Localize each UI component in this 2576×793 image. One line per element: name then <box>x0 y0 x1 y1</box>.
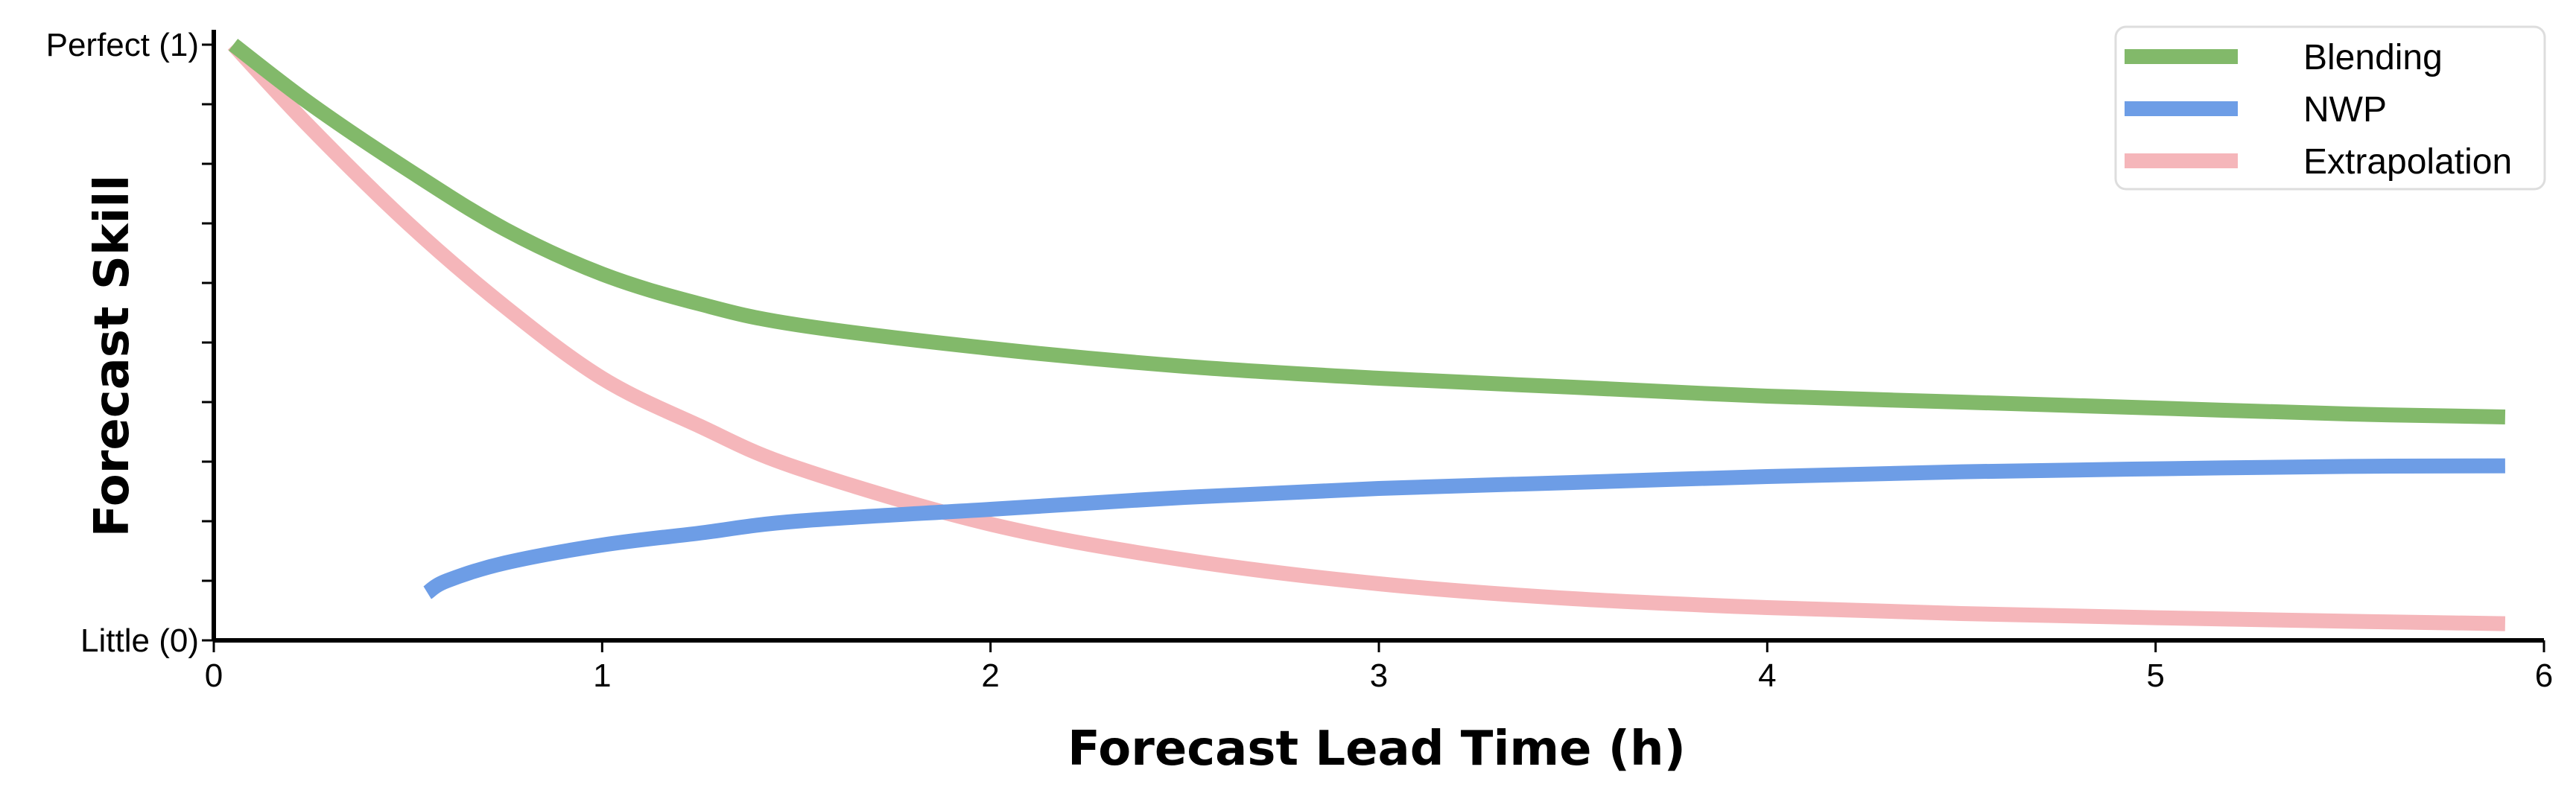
series-line-extrapolation <box>227 39 2506 631</box>
series-line-nwp <box>422 458 2505 599</box>
x-tick-label: 2 <box>981 657 999 694</box>
legend-label-extrapolation: Extrapolation <box>2303 142 2512 182</box>
x-tick-label: 4 <box>1758 657 1776 694</box>
legend-frame <box>2114 25 2546 191</box>
x-axis-title: Forecast Lead Time (h) <box>1067 722 1686 777</box>
y-axis-title: Forecast Skill <box>85 175 140 538</box>
y-tick-label: Perfect (1) <box>46 27 199 63</box>
series-line-blending <box>229 39 2506 424</box>
ticks-layer: 0 1 2 3 4 5 6 Perfect (1) Little (0) <box>46 27 2554 694</box>
legend: Blending NWP Extrapolation <box>2114 25 2546 191</box>
series-layer <box>227 39 2506 631</box>
legend-items: Blending NWP Extrapolation <box>2125 38 2512 182</box>
x-tick-label: 3 <box>1370 657 1388 694</box>
x-tick-label: 1 <box>593 657 611 694</box>
x-tick-label: 5 <box>2146 657 2164 694</box>
x-tick-label: 0 <box>205 657 223 694</box>
x-tick-label: 6 <box>2535 657 2553 694</box>
y-tick-label: Little (0) <box>80 622 199 659</box>
legend-label-blending: Blending <box>2303 38 2443 77</box>
legend-label-nwp: NWP <box>2303 90 2387 130</box>
